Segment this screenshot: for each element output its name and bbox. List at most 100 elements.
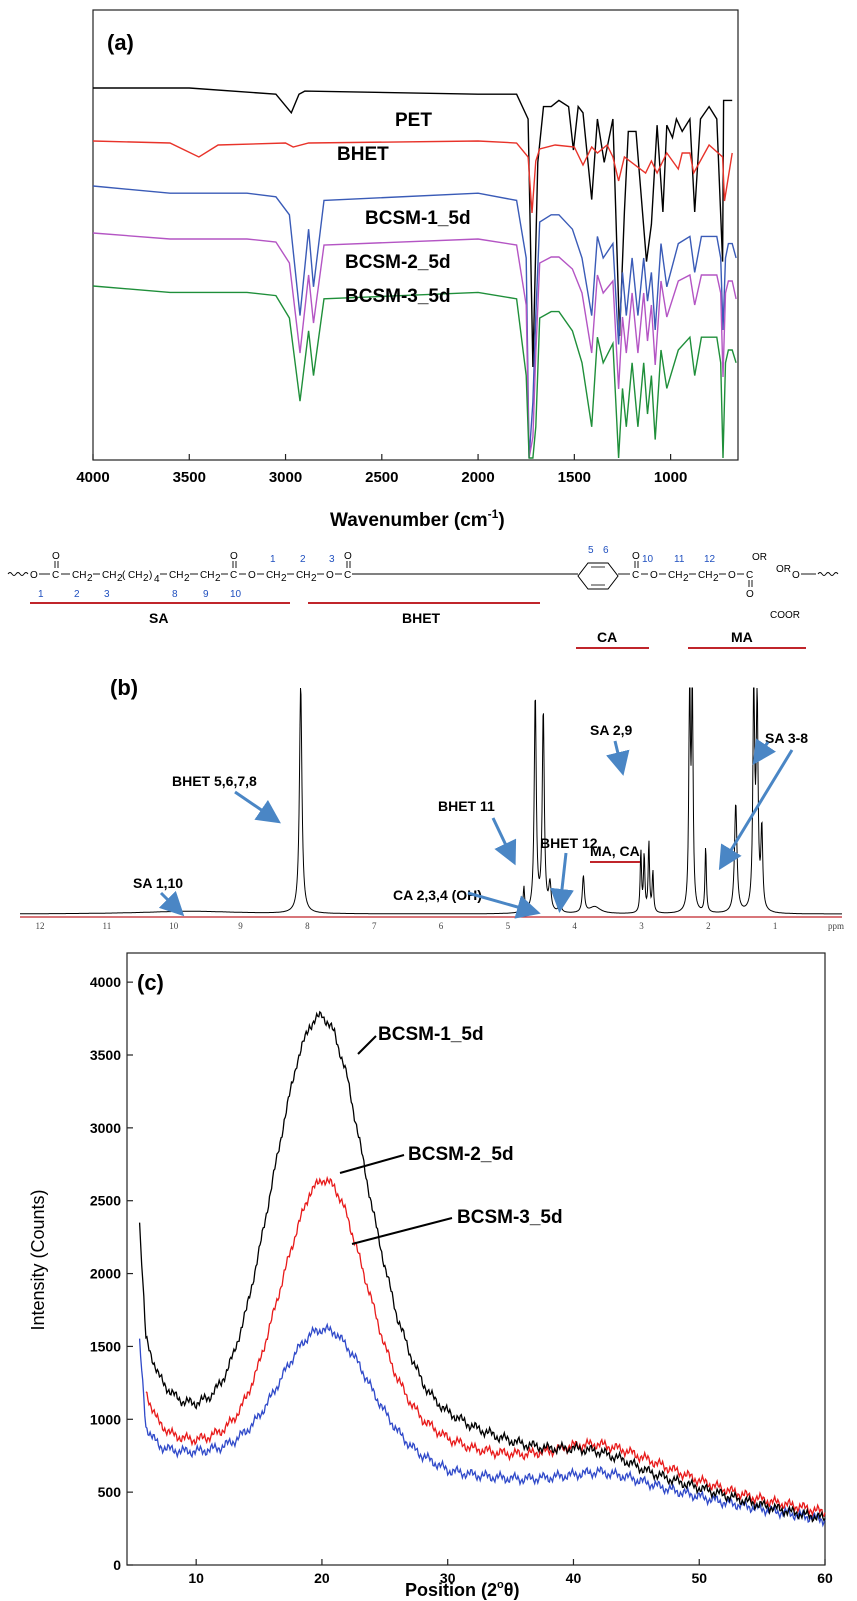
xrd-y-tick-label: 2500 (90, 1193, 121, 1209)
scheme-atom: O (632, 551, 640, 562)
scheme-atom: O (344, 551, 352, 562)
scheme-atom: C (746, 570, 753, 581)
scheme-atom: CH (72, 570, 86, 581)
xrd-y-tick-label: 500 (98, 1484, 122, 1500)
scheme-atom: O (650, 570, 658, 581)
scheme-atom: 2 (683, 573, 689, 584)
label-bcsm-2: BCSM-2_5d (345, 252, 451, 273)
xrd-x-tick-label: 50 (691, 1570, 707, 1586)
nmr-arrow (718, 749, 794, 871)
scheme-atom: O (792, 570, 800, 581)
panel-c-callouts (339, 1035, 453, 1245)
label-pet: PET (395, 110, 432, 131)
ftir-series-3 (92, 232, 737, 459)
group-ca: CA (597, 629, 617, 645)
panel-a-x-tick-label: 3500 (173, 469, 206, 486)
scheme-atom: COOR (770, 610, 800, 621)
nmr-tick-label: 9 (238, 921, 243, 931)
scheme-atom: O (30, 570, 38, 581)
annot-ca-234: CA 2,3,4 (OH) (393, 887, 482, 903)
scheme-atom: 2 (311, 573, 317, 584)
annot-bhet-12: BHET 12 (540, 835, 598, 851)
xrd-callout (351, 1217, 453, 1245)
nmr-tick-label: 11 (103, 921, 112, 931)
panel-a-x-tick-label: 1500 (558, 469, 591, 486)
panel-b-letter: (b) (110, 675, 138, 700)
nmr-arrow (234, 790, 281, 824)
scheme-atom: ( (122, 570, 126, 581)
xrd-series-1 (145, 1175, 826, 1518)
xrd-y-tick-label: 0 (113, 1557, 121, 1573)
xrd-y-tick-label: 1000 (90, 1411, 121, 1427)
label-xrd-bcsm-3: BCSM-3_5d (457, 1207, 563, 1228)
panel-c-x-axis-title: Position (2oθ) (405, 1579, 519, 1600)
label-xrd-bcsm-2: BCSM-2_5d (408, 1144, 514, 1165)
annot-bhet-11: BHET 11 (438, 798, 495, 814)
scheme-atom: C (344, 570, 351, 581)
xrd-y-tick-label: 1500 (90, 1338, 121, 1354)
scheme-atom: C (52, 570, 59, 581)
scheme-atom: CH (102, 570, 116, 581)
panel-a-series (92, 87, 737, 459)
scheme-number: 10 (642, 554, 654, 565)
scheme-atom: C (230, 570, 237, 581)
scheme-number: 2 (74, 589, 80, 600)
scheme-atom: CH (266, 570, 280, 581)
scheme-atom: CH (698, 570, 712, 581)
scheme-squiggle (7, 572, 29, 576)
benzene-ring (577, 562, 619, 590)
ftir-series-2 (92, 185, 737, 459)
panel-c-plot-frame (126, 952, 826, 1566)
nmr-arrow (550, 852, 574, 913)
ftir-series-4 (92, 285, 737, 459)
nmr-arrow (158, 890, 185, 917)
scheme-number: 12 (704, 554, 716, 565)
label-bcsm-1: BCSM-1_5d (365, 208, 471, 229)
scheme-atom: CH (200, 570, 214, 581)
scheme-atom: 2 (281, 573, 287, 584)
nmr-tick-label: 3 (639, 921, 644, 931)
scheme-number: 3 (329, 554, 335, 565)
nmr-spectrum (20, 687, 842, 915)
panel-c-series (138, 1010, 826, 1528)
scheme-atom: O (248, 570, 256, 581)
panel-c-ticks: 10 20 30 40 50 60 0 500 1000 1500 2000 2500 3000 3500… (90, 974, 833, 1586)
scheme-number: 2 (300, 554, 306, 565)
scheme-atom: 2 (215, 573, 221, 584)
scheme-number: 3 (104, 589, 110, 600)
nmr-arrows (158, 738, 794, 919)
scheme-atom: O (52, 551, 60, 562)
nmr-arrow (606, 740, 630, 776)
scheme-atom: O (326, 570, 334, 581)
group-bhet: BHET (402, 610, 441, 626)
group-sa: SA (149, 610, 168, 626)
panel-a-plot-frame (92, 9, 739, 461)
panel-a-x-ticks: 4000 3500 3000 2500 2000 1500 1000 (76, 454, 687, 486)
panel-a-x-tick-label: 2000 (461, 469, 494, 486)
label-bhet: BHET (337, 144, 389, 165)
xrd-x-tick-label: 20 (314, 1570, 330, 1586)
scheme-atom: CH (128, 570, 142, 581)
xrd-y-tick-label: 2000 (90, 1266, 121, 1282)
nmr-arrow (491, 817, 517, 866)
xrd-y-tick-label: 4000 (90, 974, 121, 990)
scheme-atom: 2 (713, 573, 719, 584)
scheme-squiggle-end (817, 572, 839, 576)
xrd-x-tick-label: 30 (440, 1570, 456, 1586)
annot-ma-ca: MA, CA (590, 843, 640, 859)
nmr-tick-label: 8 (305, 921, 310, 931)
ftir-series-1 (92, 140, 733, 214)
panel-c-y-axis-title: Intensity (Counts) (28, 1189, 48, 1330)
xrd-series-2 (138, 1322, 826, 1528)
scheme-atom: O (230, 551, 238, 562)
annot-sa-29: SA 2,9 (590, 722, 632, 738)
scheme-number: 5 (588, 545, 594, 556)
nmr-arrow (467, 891, 541, 919)
panel-a-x-tick-label: 4000 (76, 469, 109, 486)
nmr-tick-label: 5 (506, 921, 511, 931)
scheme-number: 9 (203, 589, 209, 600)
scheme-atom: 2 (87, 573, 93, 584)
